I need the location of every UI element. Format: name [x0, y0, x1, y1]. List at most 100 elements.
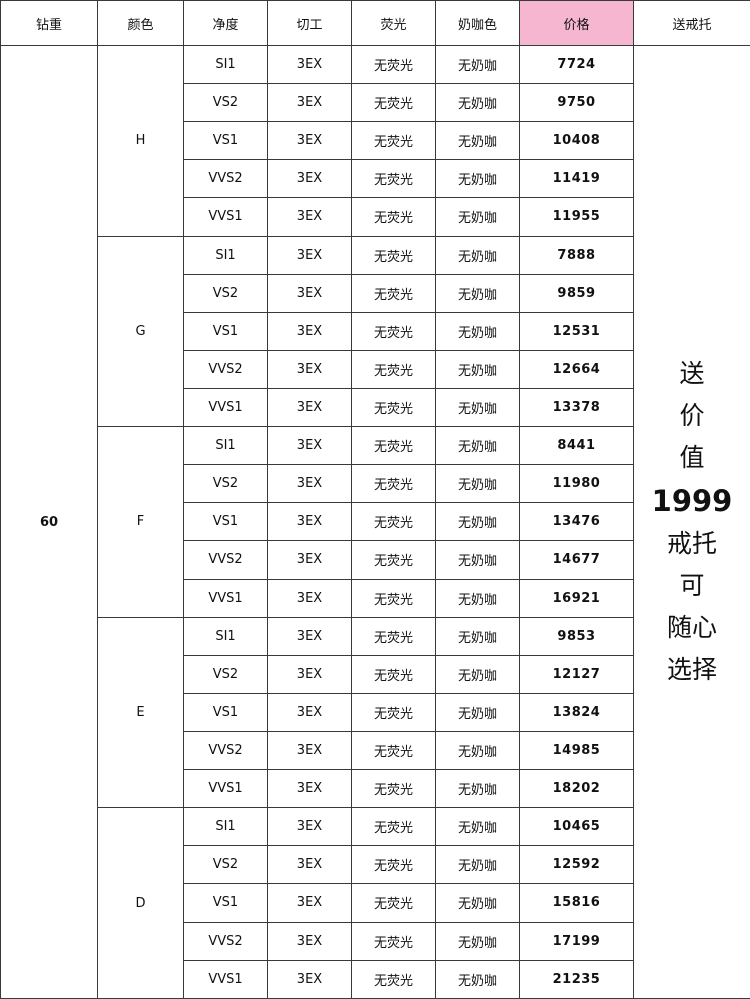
header-clarity: 净度: [183, 0, 268, 46]
price-cell: 10465: [519, 807, 634, 847]
fluorescence-cell: 无荧光: [351, 349, 436, 389]
color-grade-cell: G: [97, 235, 184, 428]
fluorescence-cell: 无荧光: [351, 159, 436, 199]
fluorescence-cell: 无荧光: [351, 197, 436, 237]
clarity-cell: VVS1: [183, 387, 268, 428]
cut-cell: 3EX: [267, 730, 352, 771]
table-row: VVS1 3EX 无荧光 无奶咖 18202: [1, 769, 750, 809]
cut-cell: 3EX: [267, 121, 352, 161]
milky-cell: 无奶咖: [435, 311, 520, 351]
table-row: VS1 3EX 无荧光 无奶咖 15816: [1, 883, 750, 923]
table-row: VS1 3EX 无荧光 无奶咖 13824: [1, 692, 750, 732]
milky-cell: 无奶咖: [435, 807, 520, 847]
milky-cell: 无奶咖: [435, 692, 520, 732]
header-row: 钻重 颜色 净度 切工 荧光 奶咖色 价格 送戒托: [0, 0, 750, 46]
gift-offer-cell: 送价值 1999 戒托可随心 选择: [633, 45, 750, 999]
milky-cell: 无奶咖: [435, 959, 520, 999]
gift-text-line: 随心: [666, 613, 717, 642]
clarity-cell: VS2: [183, 464, 268, 504]
price-cell: 11955: [519, 197, 634, 237]
fluorescence-cell: 无荧光: [351, 616, 436, 656]
cut-cell: 3EX: [267, 769, 352, 809]
cut-cell: 3EX: [267, 349, 352, 389]
cut-cell: 3EX: [267, 654, 352, 694]
table-row: VS2 3EX 无荧光 无奶咖 11980: [1, 464, 750, 504]
table-row: VVS1 3EX 无荧光 无奶咖 21235: [1, 959, 750, 999]
cut-cell: 3EX: [267, 616, 352, 656]
header-cut: 切工: [267, 0, 352, 46]
table-row: VS1 3EX 无荧光 无奶咖 13476: [1, 502, 750, 542]
price-cell: 15816: [519, 883, 634, 923]
fluorescence-cell: 无荧光: [351, 730, 436, 771]
header-gift: 送戒托: [633, 0, 750, 46]
clarity-cell: VS2: [183, 273, 268, 313]
cut-cell: 3EX: [267, 578, 352, 618]
header-price: 价格: [519, 0, 634, 46]
clarity-cell: VVS2: [183, 540, 268, 580]
gift-text-line: 送: [679, 359, 705, 388]
cut-cell: 3EX: [267, 273, 352, 313]
table-row: VVS1 3EX 无荧光 无奶咖 13378: [1, 387, 750, 428]
fluorescence-cell: 无荧光: [351, 44, 436, 85]
cut-cell: 3EX: [267, 235, 352, 275]
price-cell: 11419: [519, 159, 634, 199]
fluorescence-cell: 无荧光: [351, 235, 436, 275]
clarity-cell: VS2: [183, 654, 268, 694]
clarity-cell: VVS2: [183, 349, 268, 389]
price-cell: 7888: [519, 235, 634, 275]
milky-cell: 无奶咖: [435, 883, 520, 923]
cut-cell: 3EX: [267, 387, 352, 428]
gift-text-line: 可: [679, 571, 705, 600]
price-cell: 18202: [519, 769, 634, 809]
table-body: 60 H SI1 3EX 无荧光 无奶咖 7724 送价值 1999 戒托可随心 选择 VS2 3EX 无…: [0, 44, 750, 999]
gift-text-line: 选择: [666, 655, 717, 684]
cut-cell: 3EX: [267, 807, 352, 847]
milky-cell: 无奶咖: [435, 349, 520, 389]
clarity-cell: VVS2: [183, 730, 268, 771]
header-color: 颜色: [97, 0, 184, 46]
clarity-cell: VVS1: [183, 959, 268, 999]
fluorescence-cell: 无荧光: [351, 769, 436, 809]
cut-cell: 3EX: [267, 44, 352, 85]
cut-cell: 3EX: [267, 692, 352, 732]
milky-cell: 无奶咖: [435, 769, 520, 809]
milky-cell: 无奶咖: [435, 502, 520, 542]
price-cell: 9853: [519, 616, 634, 656]
clarity-cell: VS2: [183, 83, 268, 123]
cut-cell: 3EX: [267, 959, 352, 999]
fluorescence-cell: 无荧光: [351, 540, 436, 580]
cut-cell: 3EX: [267, 311, 352, 351]
fluorescence-cell: 无荧光: [351, 464, 436, 504]
table-row: VVS2 3EX 无荧光 无奶咖 14985: [1, 730, 750, 771]
cut-cell: 3EX: [267, 502, 352, 542]
milky-cell: 无奶咖: [435, 387, 520, 428]
price-cell: 12531: [519, 311, 634, 351]
price-cell: 9750: [519, 83, 634, 123]
gift-text-line: 值: [679, 443, 705, 472]
table-row: VS2 3EX 无荧光 无奶咖 9859: [1, 273, 750, 313]
milky-cell: 无奶咖: [435, 730, 520, 771]
clarity-cell: SI1: [183, 426, 268, 466]
milky-cell: 无奶咖: [435, 44, 520, 85]
milky-cell: 无奶咖: [435, 197, 520, 237]
price-cell: 17199: [519, 921, 634, 961]
table-row: VVS2 3EX 无荧光 无奶咖 14677: [1, 540, 750, 580]
table-row: VVS1 3EX 无荧光 无奶咖 16921: [1, 578, 750, 618]
gift-text-line: 戒托: [666, 529, 717, 558]
table-row: VS2 3EX 无荧光 无奶咖 12127: [1, 654, 750, 694]
clarity-cell: VS2: [183, 845, 268, 885]
table-row: VVS2 3EX 无荧光 无奶咖 11419: [1, 159, 750, 199]
table-row: VS1 3EX 无荧光 无奶咖 10408: [1, 121, 750, 161]
table-row: VS1 3EX 无荧光 无奶咖 12531: [1, 311, 750, 351]
cut-cell: 3EX: [267, 845, 352, 885]
cut-cell: 3EX: [267, 426, 352, 466]
color-grade-cell: D: [97, 807, 184, 999]
price-cell: 8441: [519, 426, 634, 466]
milky-cell: 无奶咖: [435, 578, 520, 618]
fluorescence-cell: 无荧光: [351, 883, 436, 923]
cut-cell: 3EX: [267, 464, 352, 504]
table-row: VVS2 3EX 无荧光 无奶咖 12664: [1, 349, 750, 389]
price-cell: 7724: [519, 44, 634, 85]
price-cell: 14677: [519, 540, 634, 580]
